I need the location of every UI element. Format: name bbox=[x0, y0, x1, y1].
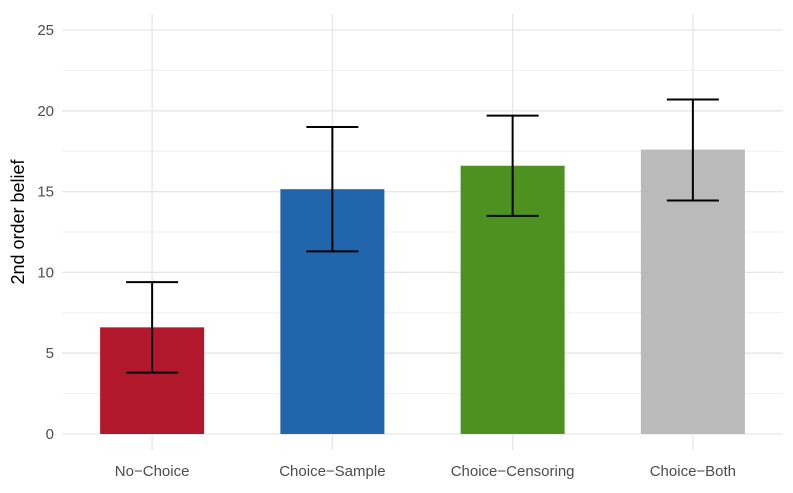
x-tick-label: No−Choice bbox=[115, 463, 190, 480]
x-tick-label: Choice−Censoring bbox=[451, 463, 575, 480]
y-tick-label: 25 bbox=[37, 22, 54, 39]
y-axis-tick-labels: 0 5 10 15 20 25 bbox=[37, 22, 54, 443]
x-axis-tick-labels: No−Choice Choice−Sample Choice−Censoring Ch… bbox=[115, 463, 736, 480]
y-tick-label: 0 bbox=[46, 426, 54, 443]
y-axis-title: 2nd order belief bbox=[8, 158, 28, 284]
bars bbox=[100, 149, 745, 435]
x-tick-label: Choice−Sample bbox=[279, 463, 385, 480]
y-tick-label: 20 bbox=[37, 103, 54, 120]
error-bars bbox=[126, 98, 719, 374]
x-tick-label: Choice−Both bbox=[650, 463, 736, 480]
y-tick-label: 10 bbox=[37, 264, 54, 281]
y-tick-label: 15 bbox=[37, 184, 54, 201]
y-tick-label: 5 bbox=[46, 345, 54, 362]
